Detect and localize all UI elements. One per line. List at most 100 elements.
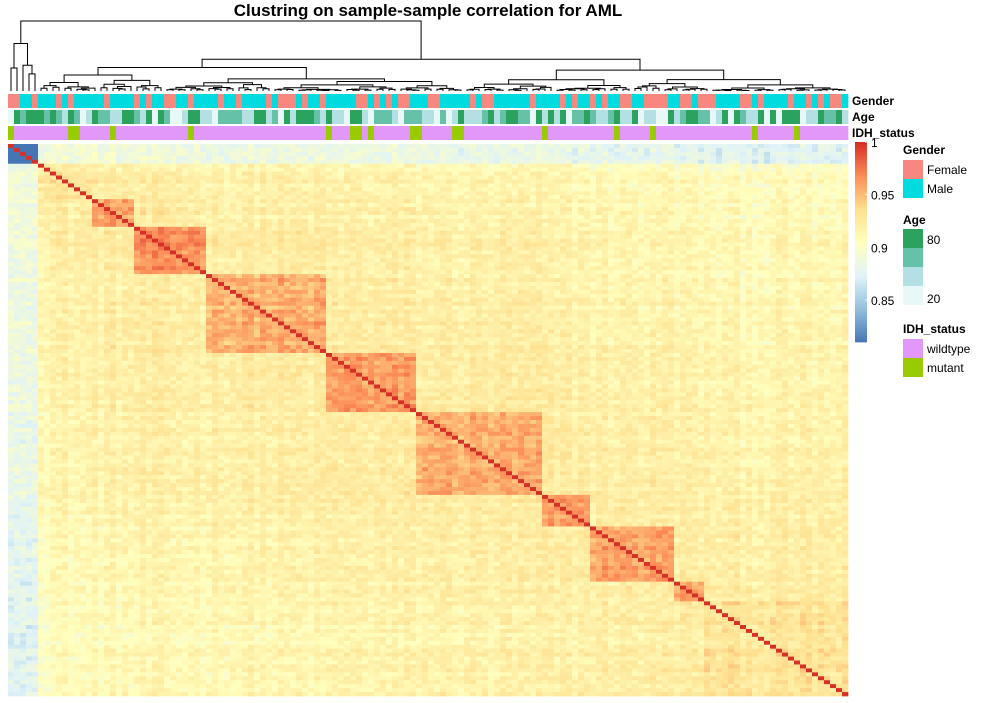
heatmap-cell — [314, 222, 321, 228]
heatmap-cell — [692, 159, 699, 165]
heatmap-cell — [188, 195, 195, 200]
heatmap-cell — [536, 183, 543, 188]
heatmap-cell — [686, 144, 693, 149]
heatmap-cell — [308, 214, 315, 220]
heatmap-cell — [674, 211, 681, 216]
heatmap-cell — [32, 167, 39, 172]
heatmap-cell — [704, 258, 711, 263]
heatmap-cell — [344, 234, 351, 239]
idh-status-cell — [212, 126, 219, 140]
heatmap-cell — [656, 262, 663, 267]
heatmap-cell — [476, 250, 483, 255]
heatmap-cell — [368, 147, 375, 153]
heatmap-cell — [368, 246, 375, 251]
heatmap-cell — [278, 144, 285, 149]
heatmap-cell — [746, 214, 753, 220]
heatmap-cell — [830, 246, 837, 251]
heatmap-cell — [212, 199, 219, 204]
heatmap-cell — [770, 254, 777, 259]
heatmap-cell — [464, 238, 471, 243]
heatmap-cell — [296, 250, 303, 255]
age-cell — [428, 110, 435, 124]
heatmap-cell — [566, 187, 573, 192]
heatmap-cell — [230, 242, 237, 247]
gender-cell — [644, 94, 651, 108]
heatmap-cell — [518, 167, 525, 172]
heatmap-cell — [716, 199, 723, 204]
heatmap-cell — [560, 179, 567, 184]
heatmap-cell — [452, 183, 459, 188]
heatmap-cell — [8, 238, 15, 243]
heatmap-cell — [194, 175, 201, 180]
heatmap-cell — [740, 246, 747, 251]
heatmap-cell — [710, 191, 717, 196]
heatmap-cell — [308, 242, 315, 247]
heatmap-cell — [62, 167, 69, 172]
heatmap-cell — [560, 246, 567, 251]
heatmap-cell — [608, 242, 615, 247]
heatmap-cell — [800, 250, 807, 255]
heatmap-cell — [248, 171, 255, 176]
heatmap-cell — [614, 199, 621, 204]
heatmap-cell — [356, 155, 363, 161]
heatmap-cell — [584, 199, 591, 204]
heatmap-cell — [560, 222, 567, 228]
heatmap-cell — [62, 238, 69, 243]
heatmap-cell — [110, 175, 117, 180]
heatmap-cell — [524, 195, 531, 200]
heatmap-cell — [788, 250, 795, 255]
heatmap-cell — [368, 211, 375, 216]
heatmap-cell — [386, 238, 393, 243]
heatmap-cell — [596, 230, 603, 236]
heatmap-cell — [512, 187, 519, 192]
heatmap-cell — [380, 238, 387, 243]
heatmap-cell — [128, 147, 135, 153]
heatmap-cell — [644, 250, 651, 255]
heatmap-cell — [626, 144, 633, 149]
heatmap-cell — [308, 211, 315, 216]
heatmap-cell — [392, 250, 399, 255]
heatmap-cell — [686, 155, 693, 161]
heatmap-cell — [680, 144, 687, 149]
heatmap-cell — [752, 262, 759, 267]
heatmap-cell — [410, 230, 417, 236]
heatmap-cell — [74, 195, 81, 200]
heatmap-cell — [92, 226, 99, 232]
heatmap-cell — [746, 254, 753, 259]
heatmap-cell — [410, 266, 417, 271]
heatmap-cell — [422, 147, 429, 153]
heatmap-cell — [614, 214, 621, 220]
heatmap-cell — [284, 187, 291, 192]
heatmap-cell — [302, 183, 309, 188]
heatmap-cell — [572, 187, 579, 192]
heatmap-cell — [644, 254, 651, 259]
heatmap-cell — [548, 254, 555, 259]
heatmap-cell — [638, 214, 645, 220]
heatmap-cell — [716, 175, 723, 180]
gender-cell — [596, 94, 603, 108]
heatmap-cell — [632, 183, 639, 188]
heatmap-cell — [710, 254, 717, 259]
heatmap-cell — [506, 262, 513, 267]
heatmap-cell — [26, 159, 33, 165]
heatmap-cell — [338, 191, 345, 196]
heatmap-cell — [614, 250, 621, 255]
heatmap-cell — [746, 187, 753, 192]
heatmap-cell — [782, 262, 789, 267]
heatmap-cell — [500, 179, 507, 184]
heatmap-cell — [236, 144, 243, 149]
heatmap-cell — [116, 191, 123, 196]
heatmap-cell — [686, 159, 693, 165]
heatmap-cell — [614, 203, 621, 208]
heatmap-cell — [284, 195, 291, 200]
heatmap-cell — [356, 262, 363, 267]
heatmap-cell — [20, 144, 27, 149]
idh-status-cell — [122, 126, 129, 140]
heatmap-cell — [56, 230, 63, 236]
heatmap-cell — [644, 175, 651, 180]
heatmap-cell — [692, 187, 699, 192]
heatmap-cell — [530, 246, 537, 251]
heatmap-cell — [608, 199, 615, 204]
heatmap-cell — [284, 175, 291, 180]
heatmap-cell — [230, 144, 237, 149]
